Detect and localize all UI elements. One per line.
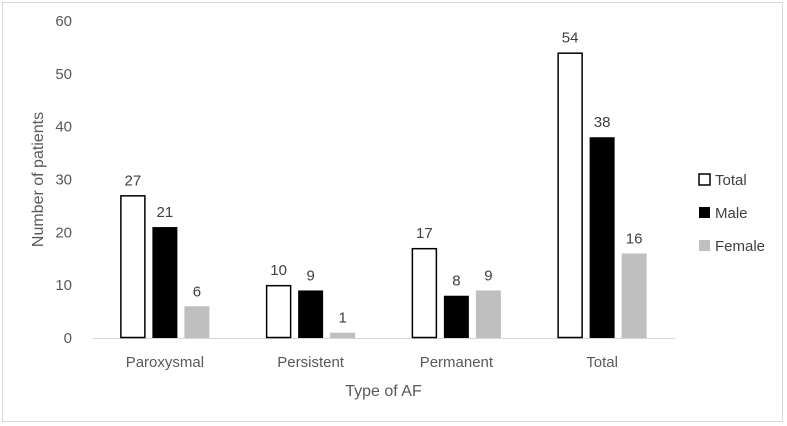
y-tick-label: 40 <box>55 119 72 136</box>
bar-female-permanent <box>475 290 501 338</box>
bar-total-total <box>557 52 583 339</box>
data-label: 9 <box>306 267 314 284</box>
data-label: 6 <box>193 283 201 300</box>
x-category-label: Permanent <box>420 354 494 371</box>
data-label: 1 <box>338 310 346 327</box>
data-label: 10 <box>270 262 287 279</box>
bar-female-persistent <box>330 332 356 338</box>
legend-label-male: Male <box>715 205 748 222</box>
x-category-label: Persistent <box>277 354 345 371</box>
data-label: 21 <box>157 204 174 221</box>
legend-label-female: Female <box>715 238 765 255</box>
y-axis-title: Number of patients <box>30 112 47 247</box>
x-category-label: Total <box>586 354 618 371</box>
y-tick-label: 50 <box>55 66 72 83</box>
bar-male-persistent <box>298 290 324 338</box>
x-axis-title: Type of AF <box>345 383 422 400</box>
legend-swatch-male <box>699 207 710 218</box>
bar-female-total <box>621 253 647 338</box>
bar-male-permanent <box>443 295 469 338</box>
y-tick-label: 0 <box>64 330 72 347</box>
legend-swatch-total <box>698 173 711 186</box>
bars <box>120 52 647 339</box>
bar-total-persistent <box>265 284 292 339</box>
data-label: 9 <box>484 267 492 284</box>
y-axis-ticks: 0 10 20 30 40 50 60 <box>55 13 72 347</box>
bar-male-total <box>589 137 615 338</box>
x-axis-categories: Paroxysmal Persistent Permanent Total <box>126 354 618 371</box>
data-label: 17 <box>416 225 433 242</box>
bar-male-paroxysmal <box>152 227 178 338</box>
legend-label-total: Total <box>715 172 747 189</box>
x-category-label: Paroxysmal <box>126 354 204 371</box>
y-tick-label: 10 <box>55 277 72 294</box>
bar-female-paroxysmal <box>184 306 210 338</box>
bar-total-permanent <box>411 247 438 339</box>
y-tick-label: 30 <box>55 172 72 189</box>
legend-swatch-female <box>699 240 710 251</box>
data-labels: 27 21 6 10 9 1 17 8 9 54 38 16 <box>125 30 643 327</box>
data-label: 27 <box>125 172 142 189</box>
data-label: 16 <box>626 230 643 247</box>
data-label: 38 <box>594 114 611 131</box>
y-tick-label: 60 <box>55 13 72 30</box>
data-label: 54 <box>562 30 579 47</box>
legend: Total Male Female <box>698 172 765 255</box>
y-tick-label: 20 <box>55 224 72 241</box>
data-label: 8 <box>452 273 460 290</box>
bar-total-paroxysmal <box>120 195 146 339</box>
